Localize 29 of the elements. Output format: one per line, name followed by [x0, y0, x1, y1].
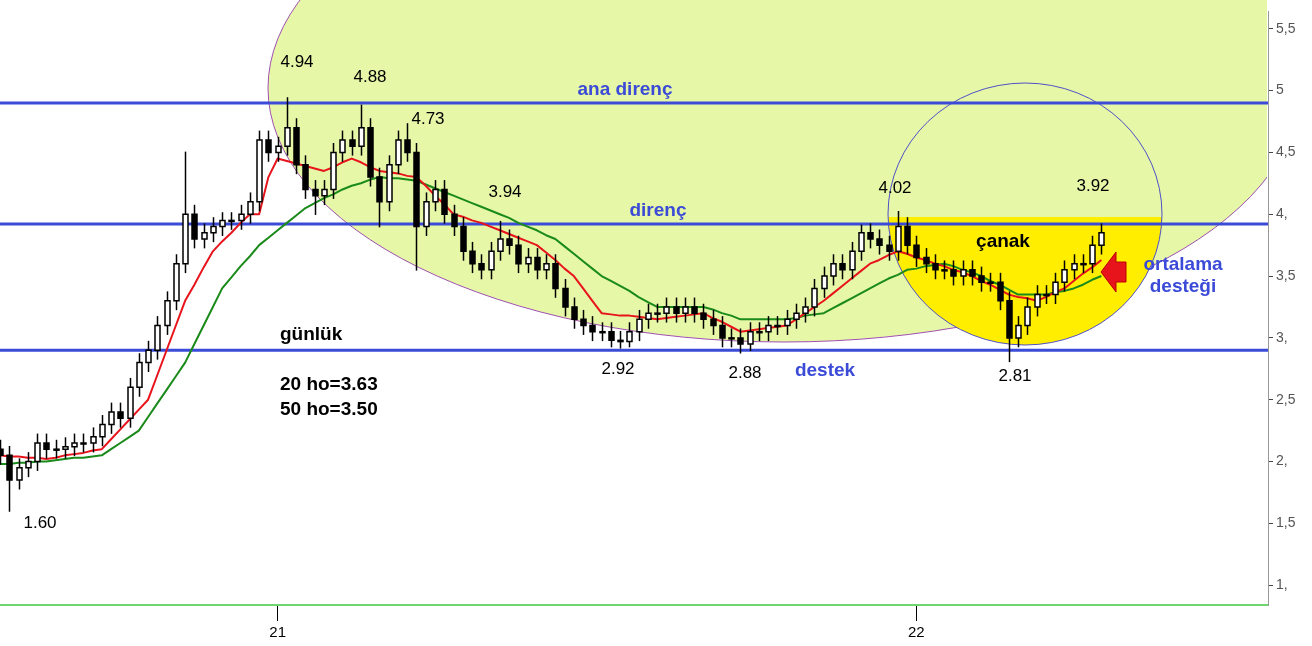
annotation: 2.81	[998, 366, 1032, 385]
annotation: 3.92	[1076, 176, 1110, 195]
annotation: 4.88	[353, 67, 387, 86]
y-tick-label: 5	[1276, 81, 1284, 98]
ref-line-label: destek	[794, 359, 856, 381]
annotation: 4.94	[280, 52, 314, 71]
y-tick-label: 1,	[1276, 576, 1288, 593]
annotation: 3.94	[488, 182, 522, 201]
annotation: 4.73	[411, 109, 445, 128]
annotation: 2.88	[728, 363, 762, 382]
annotation: 2.92	[601, 359, 635, 378]
ref-line-label: direnç	[629, 199, 687, 221]
y-tick-label: 2,	[1276, 452, 1288, 469]
ref-line-label: ana direnç	[577, 77, 673, 99]
y-tick-label: 2,5	[1276, 390, 1296, 407]
y-tick-label: 4,	[1276, 205, 1288, 222]
annotation: 50 ho=3.50	[280, 398, 378, 419]
y-tick-label: 5,5	[1276, 19, 1296, 36]
annotation: çanak	[976, 230, 1031, 251]
x-tick-label: 22	[907, 623, 925, 641]
y-tick-label: 1,5	[1276, 514, 1296, 531]
text: günlük	[280, 323, 343, 344]
annotation: 20 ho=3.63	[280, 373, 378, 394]
annotation: 4.02	[878, 178, 912, 197]
x-tick-label: 21	[269, 623, 287, 641]
y-tick-label: 3,5	[1276, 266, 1296, 283]
y-tick-label: 4,5	[1276, 143, 1296, 160]
y-tick-label: 3,	[1276, 328, 1288, 345]
annotation: 1.60	[23, 513, 57, 532]
